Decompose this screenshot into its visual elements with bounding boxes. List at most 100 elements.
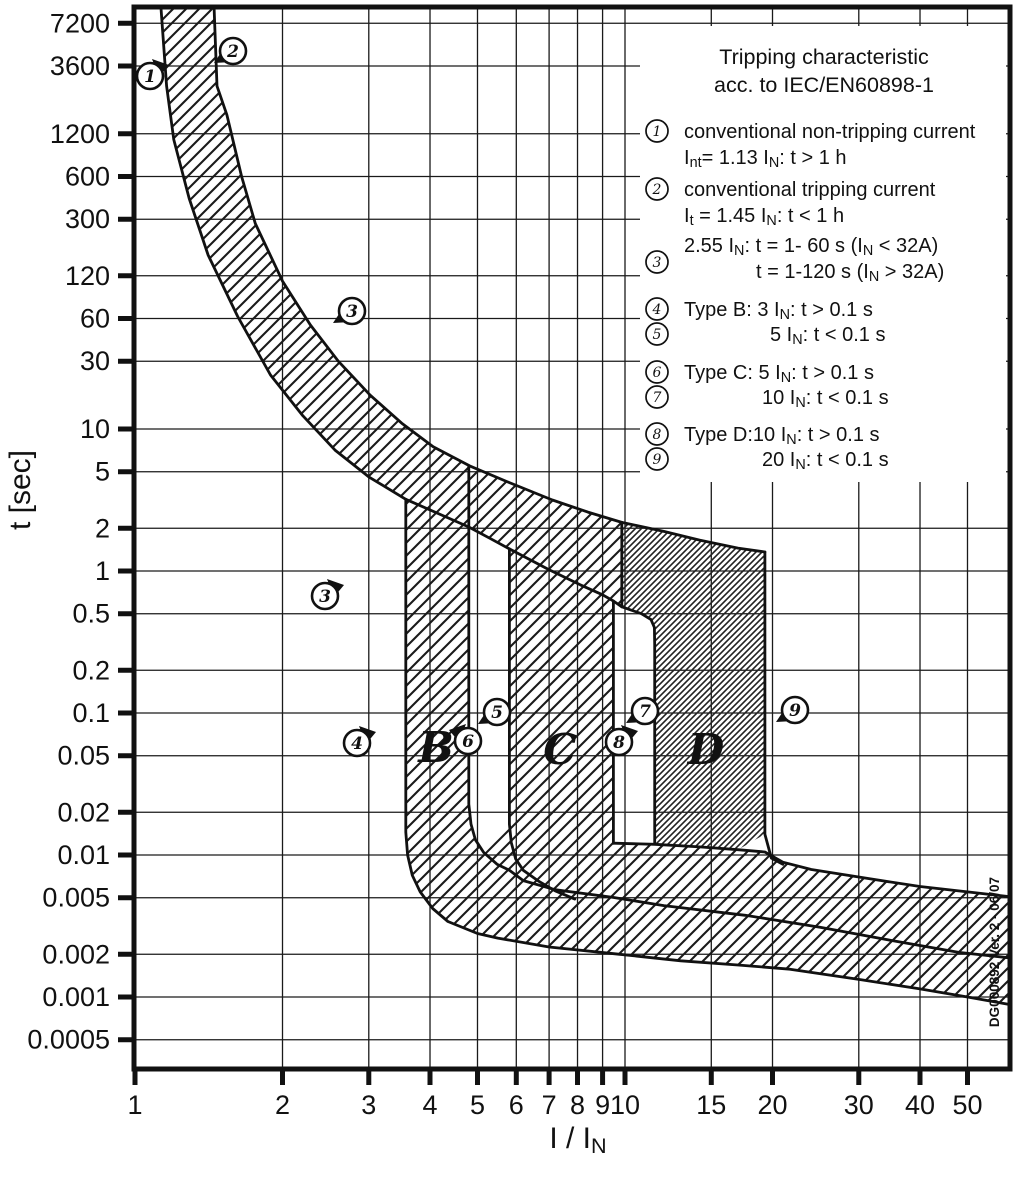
marker-5: 5 <box>478 697 512 727</box>
svg-text:20 IN: t < 0.1 s: 20 IN: t < 0.1 s <box>762 449 889 473</box>
x-tick-label: 5 <box>470 1090 485 1120</box>
y-tick-label: 300 <box>65 204 110 234</box>
region-letter-C: C <box>543 725 577 774</box>
y-tick-label: 0.002 <box>42 939 110 969</box>
b-inner-edge <box>467 464 1010 960</box>
legend-item-7: 7 10 IN: t < 0.1 s <box>645 385 889 411</box>
d-right-edge <box>763 550 785 866</box>
x-tick-label: 2 <box>275 1090 290 1120</box>
marker-2: 2 <box>214 36 248 66</box>
x-tick-label: 20 <box>757 1090 787 1120</box>
x-tick-label: 50 <box>952 1090 982 1120</box>
y-tick-label: 5 <box>95 457 110 487</box>
svg-text:conventional tripping current: conventional tripping current <box>684 179 936 201</box>
svg-text:5: 5 <box>653 327 662 343</box>
x-tick-label: 3 <box>361 1090 376 1120</box>
y-tick-label: 1 <box>95 556 110 586</box>
marker-4: 4 <box>342 726 376 758</box>
marker-9: 9 <box>776 695 810 725</box>
svg-text:conventional non-tripping curr: conventional non-tripping current <box>684 121 976 143</box>
x-tick-label: 9 <box>595 1090 610 1120</box>
thermal-band <box>161 8 622 607</box>
legend-item-1: 1 conventional non-tripping current Int= 1… <box>645 119 976 171</box>
region-letter-B: B <box>417 723 454 772</box>
legend-item-8: 8 Type D:10 IN: t > 0.1 s <box>645 422 880 448</box>
y-tick-label: 7200 <box>50 8 110 38</box>
legend-box: Tripping characteristic acc. to IEC/EN608… <box>640 26 1006 482</box>
y-tick-label: 1200 <box>50 119 110 149</box>
svg-text:It = 1.45 IN: t < 1 h: It = 1.45 IN: t < 1 h <box>684 205 844 229</box>
svg-text:10 IN: t < 0.1 s: 10 IN: t < 0.1 s <box>762 387 889 411</box>
marker-1: 1 <box>135 59 169 91</box>
legend-item-3: 3 2.55 IN: t = 1- 60 s (IN < 32A)t = 1-12… <box>645 235 944 285</box>
doc-stamp: DG000892 Ver. 2 - 06/07 <box>987 877 1002 1027</box>
svg-text:4: 4 <box>351 734 363 754</box>
y-tick-label: 0.05 <box>57 741 110 771</box>
svg-text:7: 7 <box>653 390 662 406</box>
svg-text:8: 8 <box>653 427 662 443</box>
x-tick-label: 15 <box>696 1090 726 1120</box>
svg-text:6: 6 <box>462 732 474 752</box>
legend-item-4: 4 Type B: 3 IN: t > 0.1 s <box>645 297 873 323</box>
y-tick-label: 0.005 <box>42 883 110 913</box>
y-tick-label: 120 <box>65 261 110 291</box>
b-left-edge <box>404 497 1010 1006</box>
svg-text:2.55 IN: t = 1- 60 s (IN < 32A: 2.55 IN: t = 1- 60 s (IN < 32A) <box>684 235 938 259</box>
x-tick-label: 1 <box>127 1090 142 1120</box>
svg-text:7: 7 <box>639 702 651 722</box>
marker-3: 3 <box>310 579 344 611</box>
y-tick-label: 0.01 <box>57 840 110 870</box>
svg-text:2: 2 <box>226 42 239 62</box>
legend-background <box>640 26 1006 482</box>
d-band <box>621 522 765 850</box>
curve-nontrip <box>159 7 657 845</box>
curve-trip <box>212 7 624 524</box>
x-axis-title: I / IN <box>549 1122 606 1158</box>
svg-text:Type C: 5 IN: t > 0.1 s: Type C: 5 IN: t > 0.1 s <box>684 362 874 386</box>
y-tick-label: 0.5 <box>72 599 110 629</box>
svg-text:5 IN: t < 0.1 s: 5 IN: t < 0.1 s <box>770 324 885 348</box>
svg-text:1: 1 <box>653 124 662 140</box>
y-tick-label: 3600 <box>50 51 110 81</box>
svg-text:6: 6 <box>653 365 662 381</box>
y-tick-label: 0.02 <box>57 797 110 827</box>
stamp-text: DG000892 Ver. 2 - 06/07 <box>987 877 1002 1027</box>
legend-title-1: Tripping characteristic <box>719 45 929 69</box>
tail-top-edge <box>612 841 1010 898</box>
y-tick-label: 30 <box>80 346 110 376</box>
x-tick-label: 7 <box>542 1090 557 1120</box>
marker-6: 6 <box>449 724 483 756</box>
d-top-edge <box>620 521 767 554</box>
svg-text:Type D:10 IN: t > 0.1 s: Type D:10 IN: t > 0.1 s <box>684 424 880 448</box>
y-tick-label: 0.1 <box>72 698 110 728</box>
svg-text:9: 9 <box>653 452 662 468</box>
y-tick-label: 0.0005 <box>27 1025 110 1055</box>
legend-item-9: 9 20 IN: t < 0.1 s <box>645 447 889 473</box>
y-tick-label: 2 <box>95 513 110 543</box>
marker-3: 3 <box>333 296 367 326</box>
c-left-edge <box>508 547 577 901</box>
y-tick-label: 0.001 <box>42 982 110 1012</box>
svg-text:3: 3 <box>653 255 662 271</box>
x-tick-label: 8 <box>570 1090 585 1120</box>
svg-text:5: 5 <box>491 703 503 723</box>
svg-text:8: 8 <box>612 733 625 753</box>
marker-7: 7 <box>626 696 660 726</box>
plot-border <box>131 4 1013 1072</box>
x-tick-label: 6 <box>509 1090 524 1120</box>
x-tick-label: 4 <box>422 1090 437 1120</box>
svg-text:2: 2 <box>652 182 662 198</box>
legend-item-2: 2 conventional tripping current It = 1.45 … <box>645 177 936 229</box>
y-tick-label: 10 <box>80 414 110 444</box>
svg-text:1: 1 <box>144 67 156 87</box>
y-tick-label: 600 <box>65 162 110 192</box>
marker-8: 8 <box>604 725 638 757</box>
axes: 7200360012006003001206030105210.50.20.10… <box>4 8 983 1158</box>
svg-text:3: 3 <box>346 302 358 322</box>
svg-text:4: 4 <box>652 302 662 318</box>
svg-text:Type B: 3 IN: t > 0.1 s: Type B: 3 IN: t > 0.1 s <box>684 299 873 323</box>
x-tick-label: 40 <box>905 1090 935 1120</box>
